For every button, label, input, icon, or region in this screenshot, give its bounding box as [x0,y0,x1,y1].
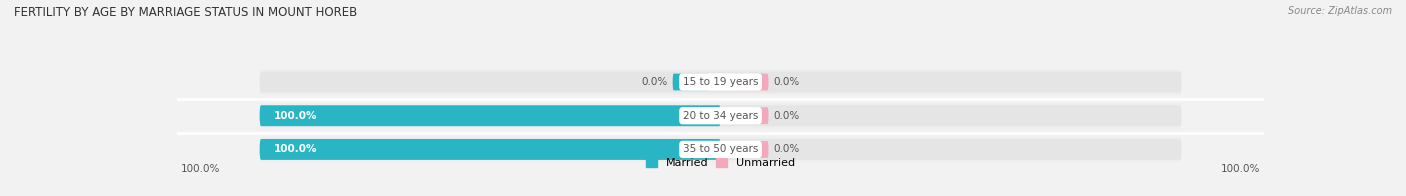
Text: 0.0%: 0.0% [641,77,668,87]
FancyBboxPatch shape [260,69,1181,95]
Text: 35 to 50 years: 35 to 50 years [683,144,758,154]
Text: 0.0%: 0.0% [773,77,800,87]
FancyBboxPatch shape [672,74,710,90]
Text: Source: ZipAtlas.com: Source: ZipAtlas.com [1288,6,1392,16]
Legend: Married, Unmarried: Married, Unmarried [645,158,796,168]
FancyBboxPatch shape [731,107,769,124]
Text: FERTILITY BY AGE BY MARRIAGE STATUS IN MOUNT HOREB: FERTILITY BY AGE BY MARRIAGE STATUS IN M… [14,6,357,19]
Text: 20 to 34 years: 20 to 34 years [683,111,758,121]
Text: 100.0%: 100.0% [274,144,316,154]
Text: 0.0%: 0.0% [773,111,800,121]
Text: 100.0%: 100.0% [181,164,221,174]
FancyBboxPatch shape [260,105,721,126]
FancyBboxPatch shape [260,137,1181,162]
Text: 0.0%: 0.0% [773,144,800,154]
FancyBboxPatch shape [260,139,721,160]
FancyBboxPatch shape [672,107,710,124]
Text: 100.0%: 100.0% [274,111,316,121]
Text: 100.0%: 100.0% [1220,164,1260,174]
FancyBboxPatch shape [672,141,710,158]
FancyBboxPatch shape [260,72,1181,93]
Text: 15 to 19 years: 15 to 19 years [683,77,758,87]
FancyBboxPatch shape [260,105,1181,126]
FancyBboxPatch shape [260,139,1181,160]
FancyBboxPatch shape [731,74,769,90]
FancyBboxPatch shape [731,141,769,158]
FancyBboxPatch shape [260,103,1181,128]
